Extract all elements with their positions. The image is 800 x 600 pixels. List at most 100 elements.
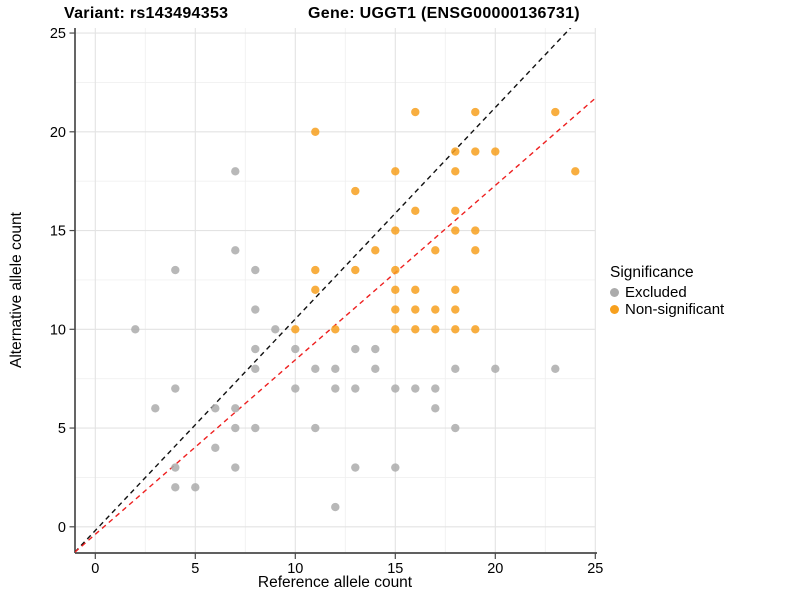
data-point	[351, 265, 360, 275]
data-point	[231, 246, 240, 255]
legend-item-excluded: Excluded	[610, 284, 724, 301]
y-tick-label: 5	[58, 421, 66, 437]
y-tick-label: 15	[50, 224, 66, 240]
x-tick-label: 15	[387, 561, 403, 577]
data-point	[471, 246, 480, 255]
data-point	[331, 384, 340, 393]
legend: Significance Excluded Non-significant	[610, 264, 724, 318]
data-point	[451, 206, 460, 215]
data-point	[371, 344, 380, 354]
y-tick-label: 10	[50, 322, 66, 338]
data-point	[231, 167, 240, 176]
data-point	[291, 325, 300, 334]
data-point	[211, 443, 220, 452]
legend-item-label: Non-significant	[625, 301, 725, 318]
data-point	[171, 463, 180, 472]
data-point	[391, 305, 400, 314]
x-axis-title: Reference allele count	[257, 574, 413, 591]
x-tick-label: 5	[191, 561, 199, 577]
data-point	[391, 226, 400, 235]
data-point	[551, 107, 560, 117]
data-point	[351, 384, 360, 393]
data-point	[471, 107, 480, 117]
data-point	[391, 463, 400, 472]
x-tick-label: 20	[487, 561, 503, 577]
data-point	[431, 305, 440, 314]
identity-line	[75, 28, 572, 553]
legend-item-label: Excluded	[625, 284, 687, 301]
data-point	[311, 364, 320, 373]
data-point	[451, 226, 460, 235]
data-point	[211, 404, 220, 413]
data-point	[411, 325, 420, 334]
x-tick-label: 25	[587, 561, 603, 577]
data-point	[391, 265, 400, 275]
data-point	[411, 384, 420, 393]
data-point	[451, 285, 460, 294]
data-point	[411, 206, 420, 215]
data-point	[291, 344, 300, 354]
data-point	[171, 384, 180, 393]
excluded-dot-icon	[610, 288, 619, 297]
data-point	[451, 325, 460, 334]
series-excluded	[131, 167, 560, 512]
data-point	[311, 285, 320, 294]
data-point	[371, 246, 380, 255]
y-tick-label: 0	[58, 520, 66, 536]
variant-title: Variant: rs143494353	[64, 5, 229, 22]
data-point	[471, 325, 480, 334]
data-point	[331, 502, 340, 512]
y-axis-title: Alternative allele count	[8, 212, 25, 368]
data-point	[171, 265, 180, 275]
data-point	[371, 364, 380, 373]
data-point	[451, 167, 460, 176]
x-tick-label: 10	[287, 561, 303, 577]
data-point	[451, 423, 460, 433]
data-point	[451, 147, 460, 156]
y-tick-label: 25	[50, 26, 66, 42]
data-point	[471, 147, 480, 156]
data-point	[271, 325, 280, 334]
legend-item-non-significant: Non-significant	[610, 301, 724, 318]
series-non-significant	[291, 107, 580, 334]
data-point	[151, 404, 160, 413]
data-point	[251, 344, 260, 354]
legend-title: Significance	[610, 264, 694, 281]
data-point	[251, 364, 260, 373]
non-significant-dot-icon	[610, 305, 619, 314]
data-point	[491, 364, 500, 373]
data-point	[311, 127, 320, 136]
data-point	[411, 285, 420, 294]
data-point	[491, 147, 500, 156]
data-point	[431, 404, 440, 413]
x-tick-label: 0	[91, 561, 99, 577]
data-point	[351, 344, 360, 354]
data-point	[231, 404, 240, 413]
data-point	[251, 265, 260, 275]
data-point	[351, 186, 360, 196]
data-point	[431, 384, 440, 393]
data-point	[231, 463, 240, 472]
data-point	[391, 384, 400, 393]
data-point	[551, 364, 560, 373]
data-point	[451, 364, 460, 373]
data-point	[411, 107, 420, 117]
data-point	[311, 423, 320, 433]
data-point	[331, 325, 340, 334]
data-point	[471, 226, 480, 235]
data-point	[391, 325, 400, 334]
data-point	[451, 305, 460, 314]
data-point	[331, 364, 340, 373]
data-point	[391, 285, 400, 294]
data-point	[391, 167, 400, 176]
data-point	[131, 325, 140, 334]
y-tick-label: 20	[50, 125, 66, 141]
data-point	[431, 325, 440, 334]
data-point	[251, 423, 260, 433]
data-point	[431, 246, 440, 255]
data-point	[311, 265, 320, 275]
data-point	[171, 483, 180, 492]
gene-title: Gene: UGGT1 (ENSG00000136731)	[308, 5, 580, 22]
